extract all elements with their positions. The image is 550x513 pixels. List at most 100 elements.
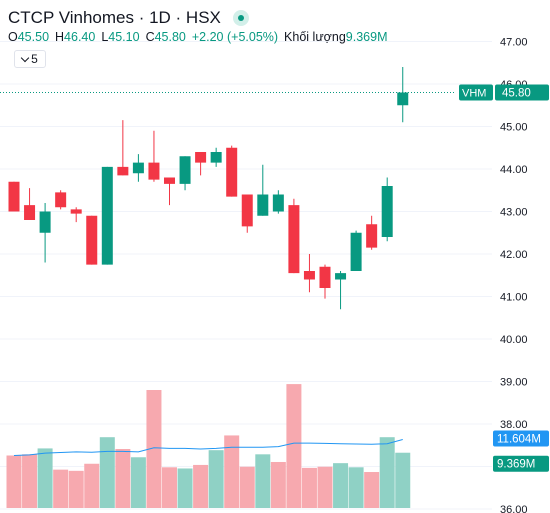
volume-bar bbox=[239, 466, 255, 508]
price-axis[interactable]: 47.0046.0045.0044.0043.0042.0041.0040.00… bbox=[500, 37, 528, 513]
volume-value: 9.369M bbox=[345, 30, 388, 44]
candle bbox=[24, 188, 36, 220]
y-tick-label: 40.00 bbox=[500, 334, 528, 346]
candle-body bbox=[70, 209, 82, 214]
volume-bar bbox=[115, 449, 131, 508]
candle bbox=[86, 215, 98, 265]
volume-bar bbox=[37, 448, 53, 508]
chart-header: CTCP Vinhomes · 1D · HSX bbox=[8, 6, 249, 30]
candle bbox=[381, 177, 393, 242]
volume-bar bbox=[99, 437, 115, 508]
indicators-collapse-button[interactable]: 5 bbox=[14, 50, 46, 68]
volume-tags: 11.604M 9.369M bbox=[493, 430, 549, 472]
price-change: +2.20 (+5.05%) bbox=[191, 30, 279, 44]
candle bbox=[350, 230, 362, 271]
candle bbox=[101, 166, 113, 265]
candle-body bbox=[8, 181, 20, 212]
candle-body bbox=[288, 205, 300, 274]
candle bbox=[39, 203, 51, 263]
volume-bar bbox=[224, 435, 240, 508]
candle bbox=[303, 254, 315, 293]
candle-body bbox=[179, 156, 191, 184]
open-value: 45.50 bbox=[17, 30, 50, 44]
volume-bar bbox=[255, 454, 271, 508]
candle-body bbox=[55, 192, 67, 208]
candle-body bbox=[335, 273, 347, 280]
symbol-tag bbox=[459, 84, 493, 101]
current-price-tag: VHM 45.80 bbox=[459, 84, 549, 101]
y-tick-label: 39.00 bbox=[500, 377, 528, 389]
volume-bar bbox=[317, 466, 333, 508]
candle-body bbox=[164, 177, 175, 184]
candle-body bbox=[272, 194, 284, 212]
candle-body bbox=[86, 215, 98, 265]
low-value: 45.10 bbox=[108, 30, 140, 44]
candle bbox=[335, 271, 347, 310]
high-label: H bbox=[55, 30, 65, 44]
candle bbox=[288, 198, 300, 274]
volume-ma-line bbox=[13, 439, 403, 456]
volume-bar bbox=[270, 461, 286, 508]
y-tick-label: 43.00 bbox=[500, 207, 528, 219]
volume-bar bbox=[146, 390, 162, 508]
close-label: C bbox=[145, 30, 155, 44]
volume-bar bbox=[6, 455, 22, 508]
candle bbox=[272, 190, 284, 214]
volume-bar bbox=[348, 467, 364, 508]
volume-bar bbox=[68, 470, 84, 508]
ohlc-legend: O 45.50 H 46.40 L 45.10 C 45.80 +2.20 (+… bbox=[8, 30, 388, 44]
symbol-title[interactable]: CTCP Vinhomes · 1D · HSX bbox=[8, 8, 221, 27]
y-tick-label: 45.00 bbox=[500, 122, 528, 134]
volume-bar bbox=[379, 437, 395, 508]
volume-bar bbox=[53, 469, 69, 508]
volume-bar bbox=[395, 452, 411, 508]
candle-body bbox=[148, 162, 160, 180]
candle bbox=[132, 154, 144, 182]
grid-lines bbox=[0, 41, 492, 510]
symbol-tag-text: VHM bbox=[462, 88, 486, 100]
y-tick-label: 42.00 bbox=[500, 249, 528, 261]
candle bbox=[319, 264, 331, 299]
candle bbox=[226, 145, 238, 197]
volume-bar bbox=[333, 463, 349, 508]
volume-bar bbox=[130, 457, 146, 508]
volume-tag-text: 11.604M bbox=[497, 434, 541, 446]
volume-bar bbox=[208, 450, 224, 508]
candle-body bbox=[366, 224, 378, 248]
y-tick-label: 36.00 bbox=[500, 504, 528, 513]
candle bbox=[70, 207, 82, 223]
candle bbox=[195, 152, 207, 176]
candle bbox=[397, 67, 409, 123]
volume-bar bbox=[177, 468, 193, 508]
candles bbox=[8, 67, 409, 310]
candle bbox=[8, 181, 20, 212]
volume-bar bbox=[301, 467, 317, 508]
y-tick-label: 41.00 bbox=[500, 292, 528, 304]
y-tick-label: 47.00 bbox=[500, 37, 528, 49]
volume-bar bbox=[162, 467, 177, 508]
candle-body bbox=[24, 205, 36, 220]
candle-body bbox=[303, 271, 315, 280]
chevron-down-icon bbox=[20, 53, 30, 62]
candle-body bbox=[241, 194, 253, 227]
volume-tag bbox=[493, 430, 549, 447]
candle bbox=[148, 130, 160, 182]
candle bbox=[55, 190, 67, 210]
candle-body bbox=[101, 166, 113, 265]
candle-body bbox=[132, 162, 144, 174]
candle-body bbox=[319, 266, 331, 288]
market-status-icon bbox=[232, 10, 249, 26]
open-label: O bbox=[8, 30, 18, 44]
low-label: L bbox=[101, 30, 109, 44]
candle-body bbox=[381, 186, 393, 237]
volume-tag bbox=[493, 455, 549, 472]
candle-body bbox=[257, 194, 269, 216]
candle-body bbox=[397, 92, 409, 106]
candle bbox=[210, 147, 222, 167]
candle bbox=[179, 156, 191, 191]
candle bbox=[366, 215, 378, 250]
price-tag-text: 45.80 bbox=[502, 88, 531, 100]
volume-label: Khối lượng bbox=[284, 30, 346, 44]
y-tick-label: 38.00 bbox=[500, 419, 528, 431]
